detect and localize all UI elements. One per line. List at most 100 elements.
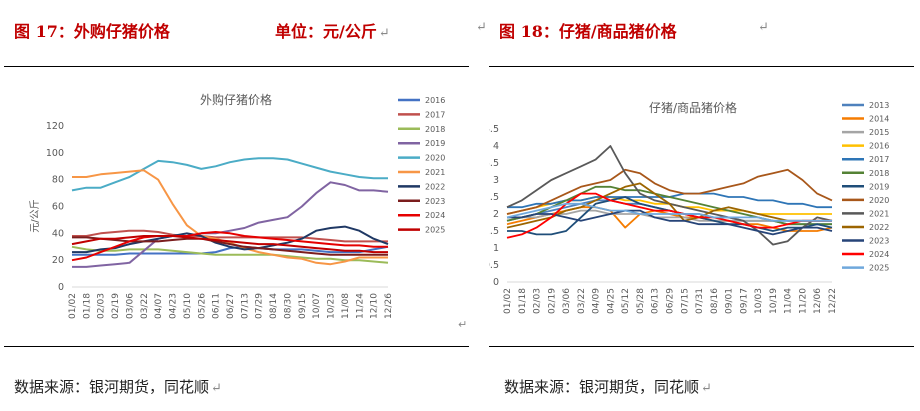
- x-tick-label: 05/26: [197, 293, 207, 319]
- legend-label-2017: 2017: [869, 155, 889, 164]
- y-tick-label: 3: [493, 175, 499, 186]
- y-tick-label: 1.5: [489, 226, 499, 237]
- legend-label-2022: 2022: [425, 182, 445, 191]
- legend-label-2022: 2022: [869, 223, 889, 232]
- x-tick-label: 01/18: [518, 288, 528, 314]
- series-line-2022: [506, 182, 832, 229]
- series-line-2025: [506, 202, 832, 222]
- legend-label-2016: 2016: [869, 142, 889, 151]
- x-tick-label: 03/22: [577, 288, 587, 314]
- y-tick-label: 4: [493, 141, 499, 152]
- x-tick-label: 10/07: [312, 293, 322, 319]
- x-tick-label: 06/29: [666, 288, 676, 314]
- legend-label-2024: 2024: [425, 211, 445, 220]
- x-tick-label: 09/15: [298, 293, 308, 319]
- x-tick-label: 06/27: [226, 293, 236, 319]
- series-line-2018: [506, 185, 832, 226]
- y-tick-label: 4.5: [489, 124, 499, 135]
- x-tick-label: 11/04: [784, 288, 794, 314]
- series-line-2021: [72, 169, 388, 266]
- bottom-rule-left: [4, 346, 469, 347]
- x-tick-label: 04/23: [169, 293, 179, 319]
- source-note-left: 数据来源：银河期货，同花顺 ↵: [14, 378, 222, 396]
- unit-label: 单位：元/公斤 ↵: [275, 22, 390, 41]
- top-rule-left: [4, 66, 469, 67]
- x-tick-label: 12/22: [828, 288, 838, 314]
- x-tick-label: 03/06: [125, 293, 135, 319]
- series-line-2017: [72, 229, 388, 243]
- return-mark: ↵: [701, 381, 712, 396]
- return-mark: ↵: [458, 318, 467, 331]
- figure-17-title: 图 17：外购仔猪价格: [14, 22, 170, 41]
- legend-label-2020: 2020: [425, 154, 445, 163]
- legend-label-2016: 2016: [425, 96, 445, 105]
- series-line-2023: [507, 209, 833, 236]
- return-mark: ↵: [211, 381, 222, 396]
- legend-label-2019: 2019: [425, 139, 445, 148]
- legend-label-2013: 2013: [869, 101, 889, 110]
- legend-label-2023: 2023: [425, 197, 445, 206]
- chart-title: 外购仔猪价格: [200, 92, 272, 107]
- x-tick-label: 12/06: [813, 288, 823, 314]
- series-line-2024: [71, 231, 388, 262]
- x-tick-label: 02/03: [533, 288, 543, 314]
- legend-label-2025: 2025: [425, 226, 445, 235]
- x-tick-label: 07/31: [695, 288, 705, 314]
- y-tick-label: 2: [493, 209, 499, 220]
- chart-title: 仔猪/商品猪价格: [649, 100, 737, 115]
- x-tick-label: 08/30: [283, 293, 293, 319]
- x-tick-label: 02/19: [547, 288, 557, 314]
- x-tick-label: 09/01: [725, 288, 735, 314]
- x-tick-label: 07/29: [255, 293, 265, 319]
- bottom-rule-right: [489, 346, 914, 347]
- figure-18-title: 图 18：仔猪/商品猪价格: [499, 22, 677, 41]
- y-tick-label: 40: [52, 228, 64, 239]
- x-tick-label: 06/13: [651, 288, 661, 314]
- x-tick-label: 10/03: [754, 288, 764, 314]
- y-tick-label: 0: [58, 282, 64, 293]
- series-line-2022: [72, 225, 389, 254]
- legend-label-2025: 2025: [869, 264, 889, 273]
- legend-label-2019: 2019: [869, 182, 889, 191]
- series-line-2020: [506, 168, 833, 215]
- y-tick-label: 120: [46, 121, 64, 132]
- legend-label-2017: 2017: [425, 110, 445, 119]
- legend-label-2014: 2014: [869, 115, 889, 124]
- x-tick-label: 11/20: [798, 288, 808, 314]
- series-line-2024: [506, 192, 832, 239]
- y-tick-label: 60: [52, 202, 64, 213]
- x-tick-label: 06/11: [212, 293, 222, 319]
- legend-label-2015: 2015: [869, 128, 889, 137]
- x-tick-label: 03/22: [140, 293, 150, 319]
- series-line-2023: [72, 236, 388, 256]
- y-tick-label: 2.5: [489, 192, 499, 203]
- x-tick-label: 05/12: [621, 288, 631, 314]
- series-line-2020: [71, 157, 388, 192]
- x-tick-label: 10/19: [769, 288, 779, 314]
- x-tick-label: 05/10: [183, 293, 193, 319]
- x-tick-label: 02/19: [111, 293, 121, 319]
- return-mark: ↵: [378, 26, 390, 41]
- legend-label-2018: 2018: [425, 125, 445, 134]
- series-line-2025: [71, 235, 388, 254]
- x-tick-label: 01/18: [82, 293, 92, 319]
- legend-label-2023: 2023: [869, 237, 889, 246]
- x-tick-label: 04/25: [606, 288, 616, 314]
- x-tick-label: 04/07: [154, 293, 164, 319]
- x-tick-label: 12/10: [370, 293, 380, 319]
- y-tick-label: 20: [52, 255, 64, 266]
- y-tick-label: 80: [52, 175, 64, 186]
- y-tick-label: 0.5: [489, 260, 499, 271]
- x-tick-label: 08/16: [710, 288, 720, 314]
- x-tick-label: 08/14: [269, 293, 279, 319]
- return-mark: ↵: [758, 20, 769, 35]
- x-tick-label: 05/28: [636, 288, 646, 314]
- x-tick-label: 10/23: [327, 293, 337, 319]
- x-tick-label: 03/06: [562, 288, 572, 314]
- x-tick-label: 04/09: [592, 288, 602, 314]
- series-line-2018: [71, 245, 389, 264]
- x-tick-label: 09/17: [739, 288, 749, 314]
- x-tick-label: 01/02: [68, 293, 78, 319]
- return-mark: ↵: [476, 20, 487, 35]
- x-tick-label: 02/03: [97, 293, 107, 319]
